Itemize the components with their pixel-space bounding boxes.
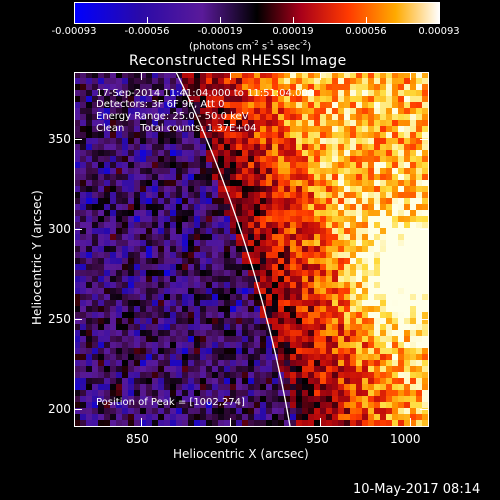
y-tick-label: 250	[48, 312, 71, 326]
colorbar-tick-label: -0.00019	[197, 26, 243, 37]
annotation-peak: Position of Peak = [1002,274]	[96, 397, 245, 408]
colorbar-tick-label: -0.00056	[124, 26, 170, 37]
colorbar-tick-label: 0.00019	[272, 26, 314, 37]
solar-limb-line	[175, 71, 291, 427]
x-tick-label: 950	[306, 432, 329, 446]
colorbar-tick-label: 0.00093	[418, 26, 460, 37]
annotation-time: 17-Sep-2014 11:41:04.000 to 11:51:04.000	[96, 88, 315, 99]
page-title: Reconstructed RHESSI Image	[129, 53, 347, 69]
colorbar-tick-label: 0.00056	[345, 26, 387, 37]
x-axis-label: Heliocentric X (arcsec)	[173, 447, 309, 461]
y-tick-label: 350	[48, 132, 71, 146]
rhessi-image	[74, 72, 428, 426]
colorbar	[74, 2, 440, 24]
y-axis-label: Heliocentric Y (arcsec)	[30, 190, 44, 325]
annotation-energy: Energy Range: 25.0 - 50.0 keV	[96, 111, 249, 122]
annotation-detectors: Detectors: 3F 6F 9F, Att 0	[96, 99, 225, 110]
annotation-counts: Clean Total counts: 1.37E+04	[96, 123, 257, 134]
x-tick-label: 1000	[390, 432, 421, 446]
y-tick-label: 200	[48, 402, 71, 416]
colorbar-tick-label: -0.00093	[51, 26, 97, 37]
colorbar-unit: (photons cm-2 s-1 asec-2)	[189, 39, 312, 53]
x-tick-label: 900	[215, 432, 238, 446]
x-tick-label: 850	[126, 432, 149, 446]
y-tick-label: 300	[48, 222, 71, 236]
footer-date: 10-May-2017 08:14	[353, 482, 481, 497]
